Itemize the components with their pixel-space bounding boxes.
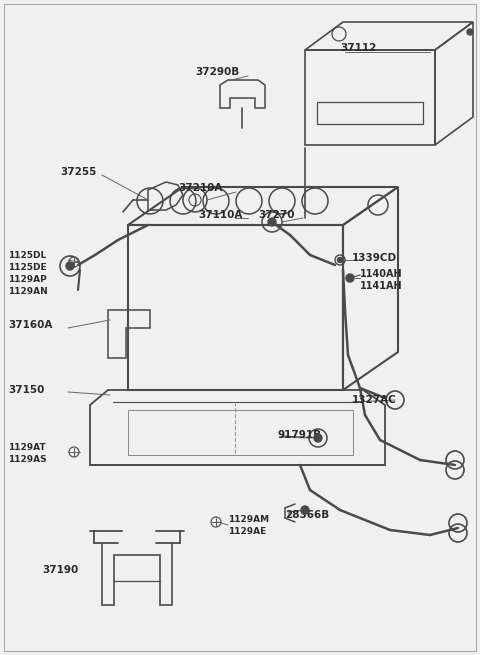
Text: 37150: 37150 — [8, 385, 44, 395]
Text: 1129AT: 1129AT — [8, 443, 46, 453]
Text: 37270: 37270 — [258, 210, 295, 220]
Text: 28366B: 28366B — [285, 510, 329, 520]
Text: 37290B: 37290B — [195, 67, 239, 77]
Bar — [128, 225, 343, 390]
Text: 1327AC: 1327AC — [352, 395, 397, 405]
Text: 1129AN: 1129AN — [8, 286, 48, 295]
Text: 37110A: 37110A — [198, 210, 242, 220]
Circle shape — [314, 434, 322, 442]
Text: 37255: 37255 — [60, 167, 96, 177]
Text: 1141AH: 1141AH — [360, 281, 403, 291]
Bar — [305, 50, 435, 145]
Text: 1125DL: 1125DL — [8, 250, 46, 259]
Circle shape — [337, 257, 343, 263]
Text: 1129AE: 1129AE — [228, 527, 266, 536]
Circle shape — [301, 506, 309, 514]
Circle shape — [346, 274, 354, 282]
Text: 1140AH: 1140AH — [360, 269, 403, 279]
Bar — [128, 410, 353, 455]
Text: 1129AP: 1129AP — [8, 274, 47, 284]
Text: 37190: 37190 — [42, 565, 78, 575]
Bar — [317, 102, 423, 124]
Text: 1129AS: 1129AS — [8, 455, 47, 464]
Circle shape — [66, 262, 74, 270]
Text: 1125DE: 1125DE — [8, 263, 47, 272]
Text: 1339CD: 1339CD — [352, 253, 397, 263]
Circle shape — [467, 29, 473, 35]
Text: 37112: 37112 — [340, 43, 376, 53]
Text: 1129AM: 1129AM — [228, 515, 269, 525]
Text: 91791B: 91791B — [278, 430, 322, 440]
Text: 37160A: 37160A — [8, 320, 52, 330]
Circle shape — [268, 218, 276, 226]
Text: 37210A: 37210A — [178, 183, 222, 193]
